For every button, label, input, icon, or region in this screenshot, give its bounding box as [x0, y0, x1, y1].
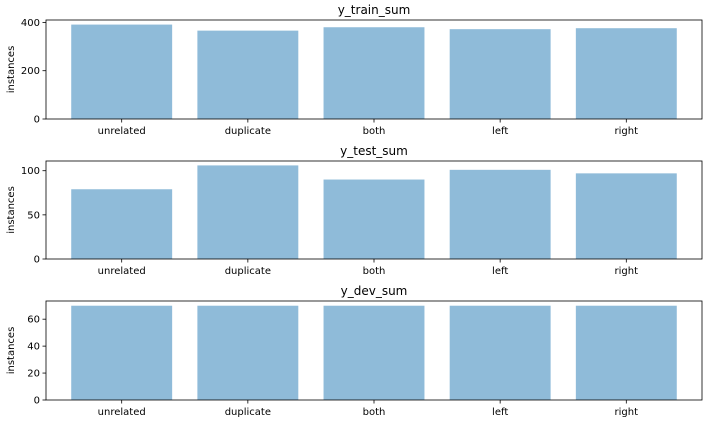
y-tick-label: 60	[27, 315, 40, 326]
x-tick-label: left	[492, 407, 508, 418]
bar-left	[449, 305, 551, 400]
y-tick-label: 50	[27, 210, 40, 221]
bar-left	[449, 169, 551, 259]
y-tick-label: 20	[27, 369, 40, 380]
bar-left	[449, 29, 551, 119]
y-tick-label: 0	[34, 255, 40, 266]
y-axis-label: instances	[6, 327, 17, 375]
chart-title: y_dev_sum	[341, 284, 408, 298]
chart-title: y_train_sum	[338, 3, 411, 17]
chart-panel-2: y_dev_sum instances unrelated duplicate both…	[6, 284, 703, 418]
x-tick-label: right	[615, 266, 639, 277]
bar-both	[323, 179, 425, 259]
x-tick-label: unrelated	[98, 126, 146, 137]
bar-right	[575, 305, 677, 400]
x-tick-label: right	[615, 126, 639, 137]
x-tick-label: left	[492, 266, 508, 277]
x-tick-label: duplicate	[225, 407, 271, 418]
chart-panel-1: y_test_sum instances unrelated duplicate bot…	[6, 144, 703, 277]
bar-duplicate	[197, 30, 299, 119]
x-tick-label: unrelated	[98, 407, 146, 418]
x-tick-label: both	[363, 126, 386, 137]
y-tick-label: 0	[34, 396, 40, 407]
bar-unrelated	[71, 24, 173, 119]
x-tick-label: both	[363, 407, 386, 418]
bar-right	[575, 28, 677, 120]
bar-duplicate	[197, 165, 299, 259]
y-tick-label: 100	[21, 166, 40, 177]
x-tick-label: left	[492, 126, 508, 137]
x-tick-label: both	[363, 266, 386, 277]
x-tick-label: duplicate	[225, 126, 271, 137]
bar-unrelated	[71, 189, 173, 259]
bar-unrelated	[71, 305, 173, 400]
y-axis-label: instances	[6, 46, 17, 94]
x-tick-label: unrelated	[98, 266, 146, 277]
y-tick-label: 200	[21, 66, 40, 77]
y-tick-label: 400	[21, 18, 40, 29]
bar-duplicate	[197, 305, 299, 400]
y-axis-label: instances	[6, 186, 17, 234]
chart-panel-0: y_train_sum instances unrelated duplicate bo…	[6, 3, 703, 137]
bar-both	[323, 305, 425, 400]
y-tick-label: 0	[34, 115, 40, 126]
bar-right	[575, 173, 677, 259]
bar-both	[323, 27, 425, 119]
y-tick-label: 40	[27, 342, 40, 353]
x-tick-label: duplicate	[225, 266, 271, 277]
chart-title: y_test_sum	[340, 144, 408, 158]
x-tick-label: right	[615, 407, 639, 418]
